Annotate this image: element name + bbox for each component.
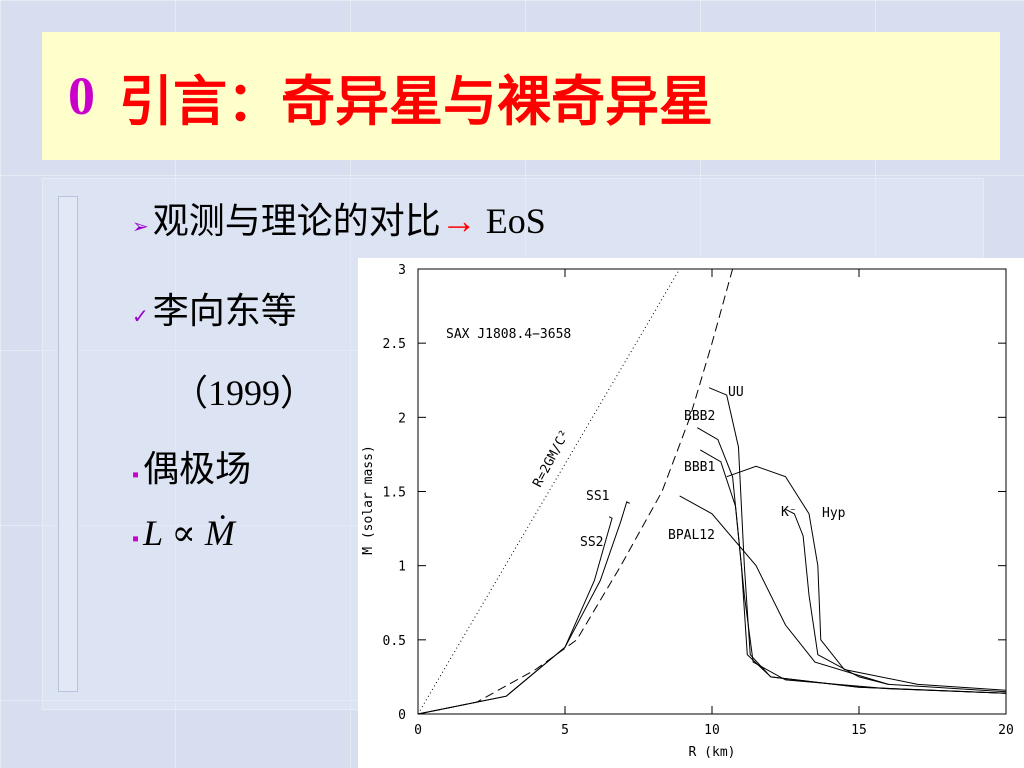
curve-label: Hyp xyxy=(822,506,846,521)
x-axis-label: R (km) xyxy=(689,745,736,760)
curve-label: BBB2 xyxy=(684,409,715,424)
symbol-l: L xyxy=(143,513,163,553)
curve-label: SS2 xyxy=(580,535,603,550)
y-tick-label: 1.5 xyxy=(383,486,406,501)
title-box: 0 引言：奇异星与裸奇异星 xyxy=(42,32,1000,160)
curve xyxy=(699,449,1007,694)
y-tick-label: 2.5 xyxy=(383,337,406,352)
bullet: ➢ 观测与理论的对比→ EoS xyxy=(132,201,546,241)
y-tick-label: 0 xyxy=(398,708,406,723)
title-number: 0 xyxy=(68,66,95,126)
bullet-text: 观测与理论的对比 xyxy=(152,201,441,241)
bullet: ✓ 李向东等 xyxy=(132,291,297,331)
x-tick-label: 20 xyxy=(998,723,1014,738)
curve-label: BBB1 xyxy=(684,460,715,475)
curve xyxy=(417,516,613,715)
curve xyxy=(697,427,1007,694)
x-tick-label: 5 xyxy=(561,723,569,738)
x-tick-label: 0 xyxy=(414,723,422,738)
curve xyxy=(726,465,1007,691)
bullet-suffix: EoS xyxy=(485,201,546,241)
bullet-text: 李向东等 xyxy=(152,291,297,331)
bullet-text: 偶极场 xyxy=(143,449,252,489)
curve-label: SS1 xyxy=(586,489,609,504)
y-tick-label: 0.5 xyxy=(383,634,406,649)
side-bar xyxy=(58,196,78,692)
y-tick-label: 1 xyxy=(398,560,406,575)
y-tick-label: 3 xyxy=(398,263,406,278)
bullet: （1999） xyxy=(172,364,316,416)
bullet: ▪ L ∝ Ṁ xyxy=(132,513,235,553)
y-tick-label: 2 xyxy=(398,411,406,426)
x-tick-label: 10 xyxy=(704,723,720,738)
curve xyxy=(785,508,889,685)
x-tick-label: 15 xyxy=(851,723,867,738)
chart: 0 5 10 15 20 0 0.5 1 1.5 2 2.5 3 R (km) M (solar mass… xyxy=(358,258,1024,768)
curve-label: UU xyxy=(728,385,744,400)
arrow: → xyxy=(440,201,477,241)
title-text: 引言：奇异星与裸奇异星 xyxy=(119,71,713,132)
symbol-prop: ∝ xyxy=(171,513,196,553)
curve xyxy=(417,268,734,715)
y-axis-label: M (solar mass) xyxy=(361,445,376,555)
curve-label: BPAL12 xyxy=(668,528,715,543)
symbol-m: Ṁ xyxy=(204,513,235,553)
bullet-text: （1999） xyxy=(172,373,317,413)
annotation: SAX J1808.4−3658 xyxy=(446,327,571,342)
bullet: ▪ 偶极场 xyxy=(132,449,252,489)
curve-label: K⁻ xyxy=(781,505,797,520)
